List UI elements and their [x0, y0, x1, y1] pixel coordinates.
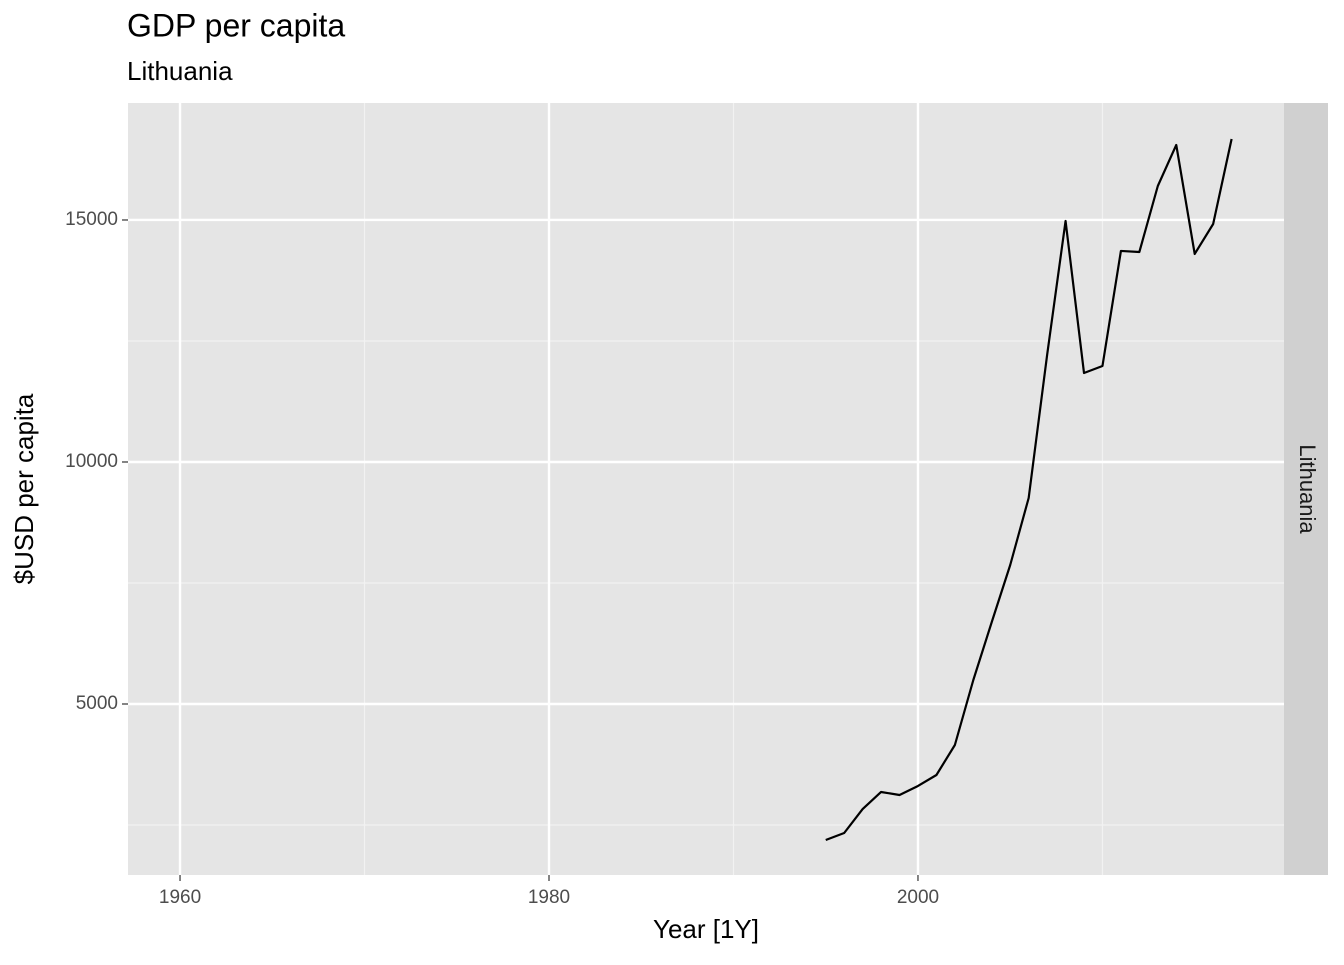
y-tick-label: 5000 — [76, 693, 118, 714]
x-tick-label: 2000 — [897, 887, 939, 908]
chart-title: GDP per capita — [127, 7, 345, 43]
x-axis-title: Year [1Y] — [653, 914, 759, 944]
chart-subtitle: Lithuania — [127, 56, 233, 86]
panel — [128, 103, 1284, 875]
y-axis-title: $USD per capita — [9, 393, 39, 584]
y-tick-label: 10000 — [65, 451, 118, 472]
data-line — [825, 138, 1233, 842]
y-tick-label: 15000 — [65, 209, 118, 230]
x-tick-label: 1960 — [159, 887, 201, 908]
facet-label: Lithuania — [1295, 444, 1320, 534]
x-tick-label: 1980 — [528, 887, 570, 908]
facet-strip — [1284, 103, 1328, 875]
